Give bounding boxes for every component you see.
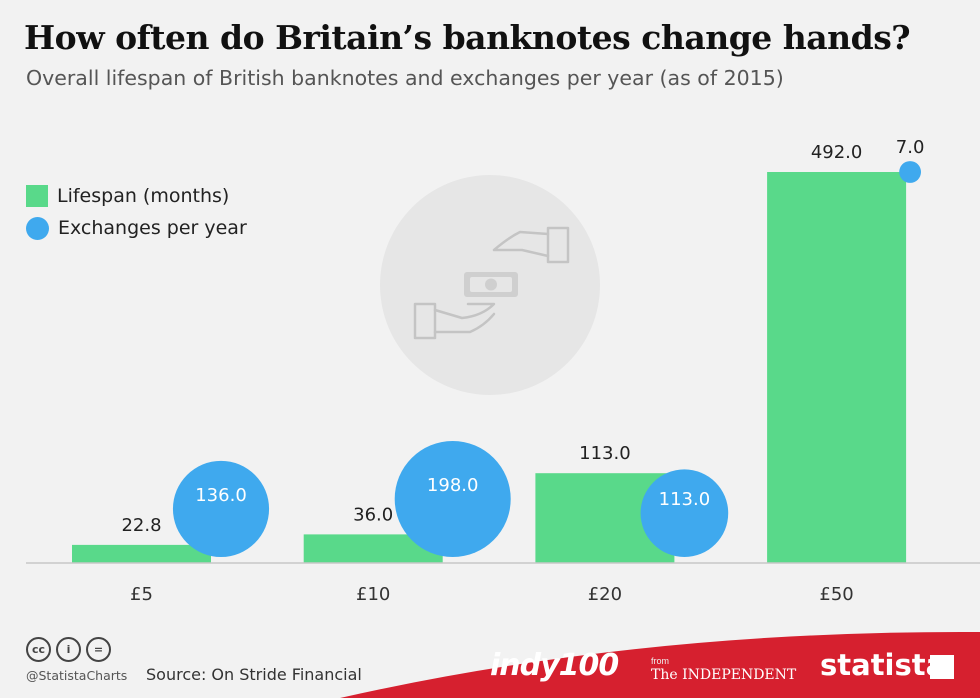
chart-area: 22.8 136.0 36.0 198.0 113.0 113.0 492.0 7.0 £5 £… (26, 137, 980, 605)
hand-exchange-icon (380, 175, 600, 395)
license-icons: cc i = (26, 637, 111, 662)
lifespan-bar (72, 544, 211, 563)
statista-handle: @StatistaCharts (26, 668, 128, 683)
exchanges-value-label: 198.0 (427, 475, 479, 496)
legend-label-lifespan: Lifespan (months) (57, 185, 230, 207)
legend-swatch-lifespan (26, 185, 48, 207)
legend: Lifespan (months) Exchanges per year (26, 180, 247, 244)
x-tick-label: £10 (356, 584, 390, 605)
creative-commons-icon: cc (26, 637, 51, 662)
lifespan-bar (767, 172, 907, 563)
legend-item-exchanges: Exchanges per year (26, 212, 247, 244)
statista-logo-icon (930, 655, 954, 679)
x-tick-label: £50 (819, 584, 853, 605)
exchanges-value-label: 113.0 (659, 489, 711, 510)
x-tick-label: £5 (130, 584, 153, 605)
exchanges-bubble (899, 161, 922, 183)
exchanges-bubble (172, 460, 270, 557)
independent-logo[interactable]: The INDEPENDENT (651, 667, 797, 683)
pound-note-icon (464, 272, 518, 297)
indy100-logo[interactable]: indy100 (490, 648, 619, 683)
legend-item-lifespan: Lifespan (months) (26, 180, 247, 212)
lifespan-value-label: 492.0 (811, 142, 863, 163)
footer-red-band (340, 631, 980, 698)
footer: cc i = @StatistaCharts Source: On Stride… (0, 630, 980, 698)
exchanges-bubble (640, 469, 729, 557)
exchanges-bubble (394, 441, 511, 557)
attribution-icon: i (56, 637, 81, 662)
brand-from-label: from (651, 656, 669, 666)
legend-label-exchanges: Exchanges per year (58, 217, 247, 239)
statista-logo[interactable]: statista (820, 648, 946, 682)
exchanges-value-label: 136.0 (195, 485, 247, 506)
chart-title: How often do Britain’s banknotes change … (24, 18, 911, 57)
x-tick-label: £20 (588, 584, 622, 605)
exchanges-value-label: 7.0 (896, 137, 925, 158)
lifespan-value-label: 113.0 (579, 443, 631, 464)
no-derivatives-icon: = (86, 637, 111, 662)
legend-swatch-exchanges (26, 216, 49, 240)
lifespan-value-label: 36.0 (353, 504, 393, 525)
chart-subtitle: Overall lifespan of British banknotes an… (26, 66, 784, 90)
lifespan-value-label: 22.8 (121, 515, 161, 536)
source-note: Source: On Stride Financial (146, 665, 362, 684)
